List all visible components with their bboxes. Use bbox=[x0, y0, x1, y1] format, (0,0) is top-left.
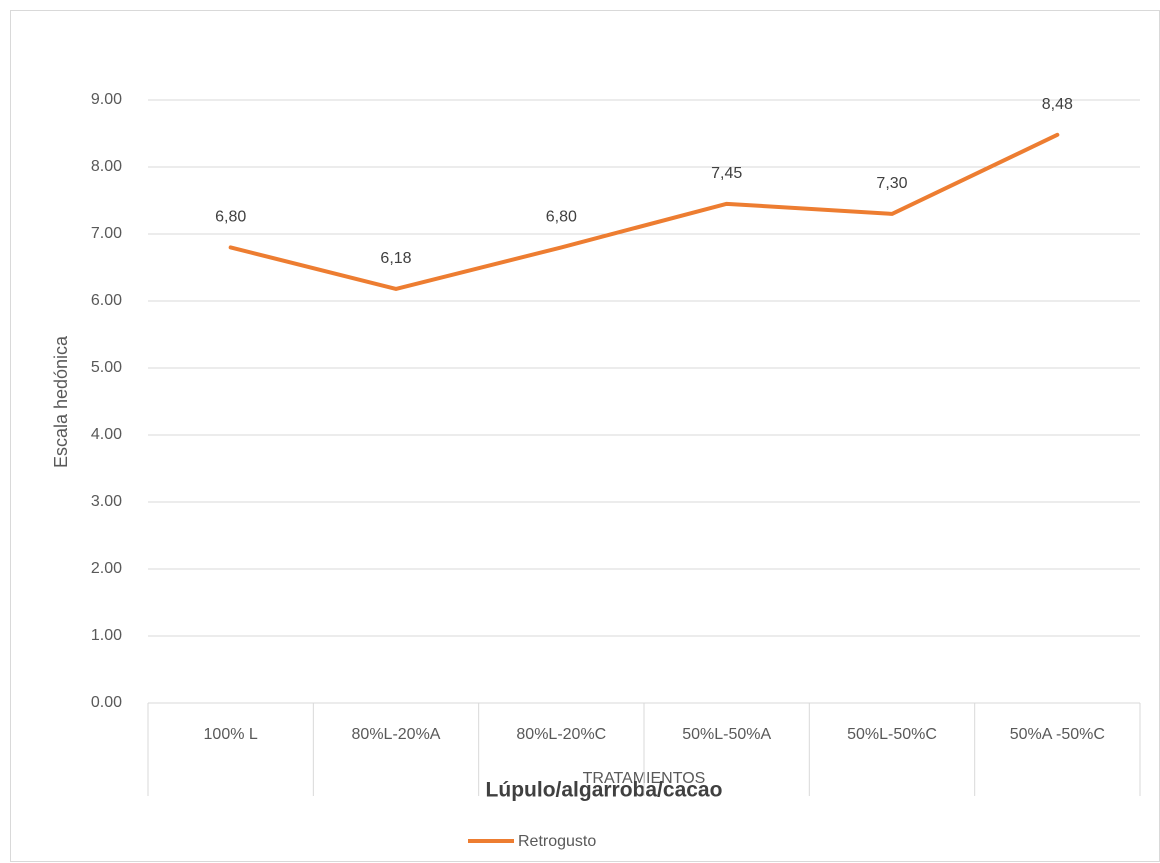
legend-label: Retrogusto bbox=[518, 833, 596, 850]
x-tick-label: 100% L bbox=[204, 726, 258, 743]
x-tick-label: 50%A -50%C bbox=[1010, 726, 1105, 743]
x-tick-label: 50%L-50%C bbox=[847, 726, 937, 743]
y-tick-label: 0.00 bbox=[91, 694, 122, 711]
data-label: 6,80 bbox=[215, 209, 246, 226]
x-tick-label: 80%L-20%C bbox=[516, 726, 606, 743]
x-tick-label: 50%L-50%A bbox=[682, 726, 771, 743]
y-tick-label: 8.00 bbox=[91, 158, 122, 175]
y-tick-label: 7.00 bbox=[91, 225, 122, 242]
y-tick-label: 4.00 bbox=[91, 426, 122, 443]
data-label: 6,80 bbox=[546, 209, 577, 226]
chart-title: Lúpulo/algarroba/cacao bbox=[486, 779, 723, 802]
data-label: 7,30 bbox=[876, 175, 907, 192]
data-label: 6,18 bbox=[380, 250, 411, 267]
y-tick-label: 6.00 bbox=[91, 292, 122, 309]
y-tick-label: 1.00 bbox=[91, 627, 122, 644]
data-label: 8,48 bbox=[1042, 96, 1073, 113]
y-tick-label: 2.00 bbox=[91, 560, 122, 577]
y-tick-label: 9.00 bbox=[91, 91, 122, 108]
data-label: 7,45 bbox=[711, 165, 742, 182]
y-tick-label: 5.00 bbox=[91, 359, 122, 376]
y-axis-title: Escala hedónica bbox=[51, 335, 71, 468]
y-tick-label: 3.00 bbox=[91, 493, 122, 510]
data-line bbox=[228, 132, 1060, 291]
x-tick-label: 80%L-20%A bbox=[352, 726, 441, 743]
chart-border bbox=[10, 10, 1160, 862]
